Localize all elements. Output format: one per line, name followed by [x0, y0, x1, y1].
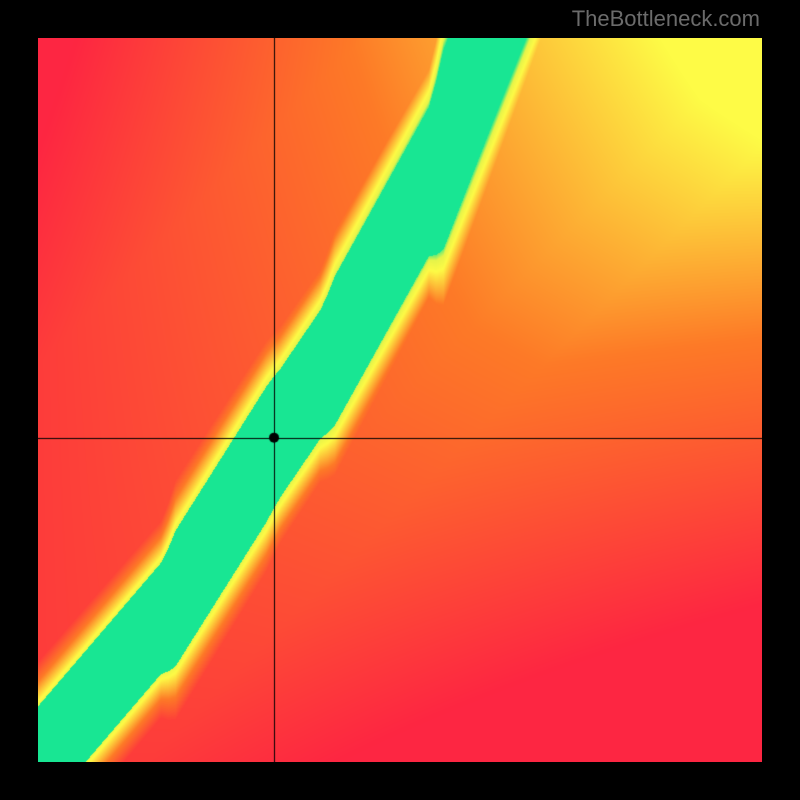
- watermark-text: TheBottleneck.com: [572, 6, 760, 32]
- heatmap-canvas: [38, 38, 762, 762]
- chart-frame: { "watermark": "TheBottleneck.com", "plo…: [0, 0, 800, 800]
- heatmap-plot: [38, 38, 762, 762]
